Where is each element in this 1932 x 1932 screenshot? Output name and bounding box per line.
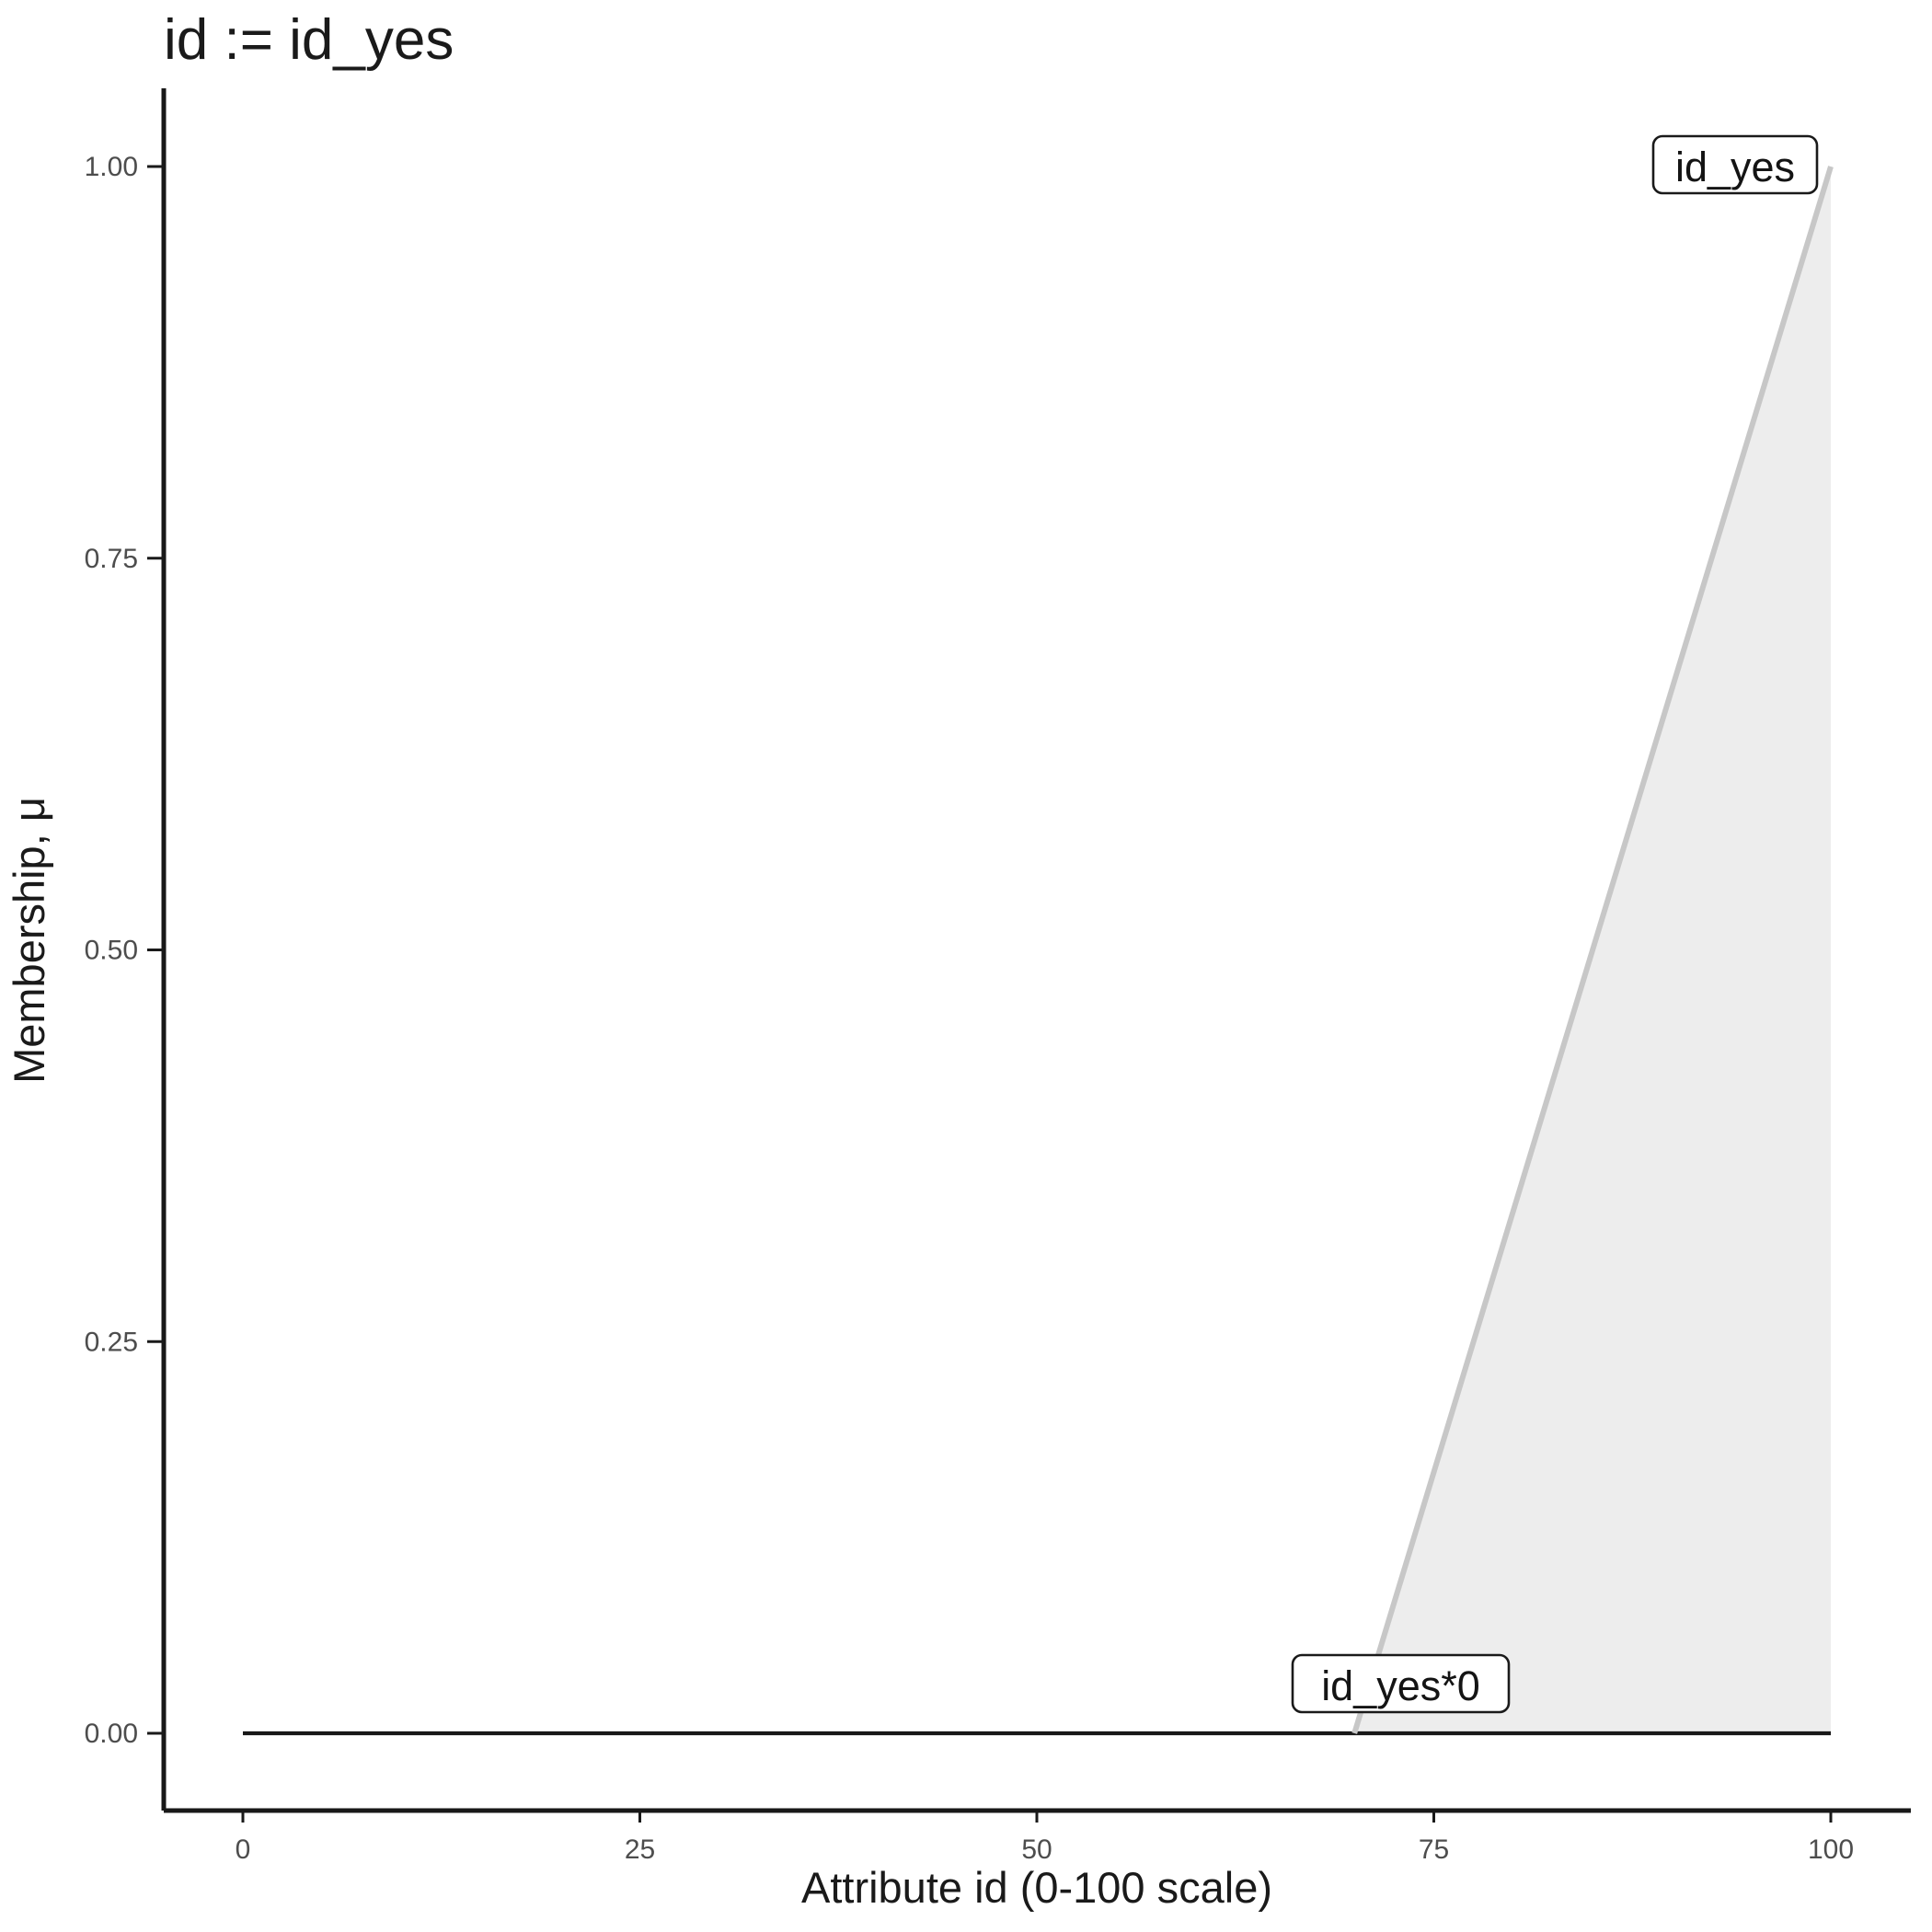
svg-text:1.00: 1.00 xyxy=(85,152,138,182)
svg-text:id_yes*0: id_yes*0 xyxy=(1321,1662,1480,1709)
svg-text:0.50: 0.50 xyxy=(85,936,138,966)
svg-text:0.75: 0.75 xyxy=(85,544,138,574)
svg-text:Membership, μ: Membership, μ xyxy=(5,797,53,1084)
svg-text:50: 50 xyxy=(1021,1834,1052,1865)
svg-text:id := id_yes: id := id_yes xyxy=(164,8,454,72)
svg-text:0: 0 xyxy=(236,1834,251,1865)
svg-text:id_yes: id_yes xyxy=(1675,144,1795,190)
svg-text:75: 75 xyxy=(1419,1834,1449,1865)
svg-text:0.00: 0.00 xyxy=(85,1719,138,1749)
svg-text:100: 100 xyxy=(1808,1834,1854,1865)
svg-text:25: 25 xyxy=(625,1834,655,1865)
svg-text:0.25: 0.25 xyxy=(85,1327,138,1357)
svg-text:Attribute id (0-100 scale): Attribute id (0-100 scale) xyxy=(801,1863,1272,1912)
